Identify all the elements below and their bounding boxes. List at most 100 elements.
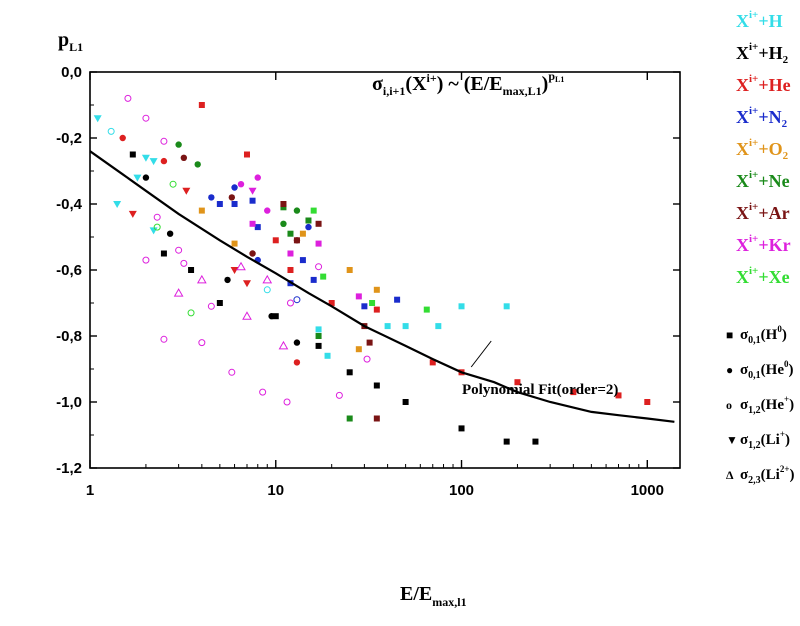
marker-legend-arg: (Li: [760, 467, 780, 483]
data-point: [286, 299, 294, 307]
data-point: [287, 267, 294, 273]
data-point: [503, 438, 510, 445]
data-point: [280, 201, 287, 207]
data-point: [272, 313, 279, 320]
marker-legend-sub: 0,1: [748, 370, 761, 381]
data-point: [198, 339, 206, 347]
data-point: [242, 280, 251, 288]
legend-entry: Xi++Kr: [736, 234, 791, 258]
data-point: [503, 303, 510, 310]
data-point: [107, 127, 115, 135]
data-point: [236, 261, 246, 271]
data-point: [129, 151, 136, 158]
data-point: [93, 115, 102, 123]
data-point: [228, 368, 236, 376]
data-point: [180, 154, 188, 161]
marker-legend-argsup: +: [784, 394, 790, 404]
y-tick-label: -1,2: [56, 460, 82, 477]
marker-symbol-icon: ■: [726, 328, 734, 342]
legend-entry-prefix: X: [736, 267, 749, 287]
formula-label: σi,i+1(Xi+) ~ (E/Emax,L1)pL1: [372, 69, 564, 98]
data-point: [315, 342, 322, 349]
marker-legend-label: σ: [740, 362, 749, 378]
data-point: [373, 415, 380, 422]
data-point: [384, 323, 391, 330]
data-point: [133, 174, 142, 182]
marker-legend-argsup: 0: [777, 324, 782, 334]
y-tick-label: 0,0: [61, 64, 82, 81]
data-point: [287, 250, 294, 257]
marker-legend-label: σ: [740, 327, 749, 343]
legend-entry-plus: +Ar: [758, 203, 790, 223]
data-point: [264, 207, 271, 214]
marker-legend-close: ): [784, 432, 790, 448]
legend-entry-prefix: X: [736, 203, 749, 223]
data-point: [355, 293, 362, 300]
data-point: [458, 425, 465, 432]
data-point: [160, 137, 168, 145]
data-point: [328, 300, 335, 306]
data-point: [249, 250, 256, 257]
legend-entry-plus: +Ne: [758, 171, 790, 191]
data-point: [514, 379, 521, 386]
legend-entry-prefix: X: [736, 43, 749, 63]
y-axis-label: pL1: [58, 29, 83, 54]
data-point: [142, 256, 150, 264]
legend-entry-sup: i+: [749, 105, 759, 117]
data-point: [231, 201, 238, 207]
legend-entry-sup: i+: [749, 73, 759, 85]
data-point: [315, 240, 322, 247]
data-point: [230, 267, 239, 274]
legend-entry-sup: i+: [749, 137, 759, 149]
data-point: [299, 257, 306, 264]
data-point: [373, 306, 380, 313]
data-point: [242, 311, 252, 320]
data-point: [160, 335, 168, 343]
data-point: [142, 114, 150, 122]
data-point: [188, 267, 195, 273]
data-point: [458, 303, 465, 310]
data-point: [402, 399, 409, 405]
legend-entry-prefix: X: [736, 107, 749, 127]
legend-entry-sup: i+: [749, 169, 759, 181]
data-point: [283, 398, 291, 406]
data-point: [355, 346, 362, 353]
data-point: [237, 181, 245, 188]
data-point: [263, 286, 271, 294]
marker-legend-sub: 2,3: [748, 475, 761, 486]
marker-legend-argsup: 2+: [779, 464, 790, 474]
legend-entry-prefix: X: [736, 75, 749, 95]
data-point: [305, 223, 312, 231]
data-point: [153, 213, 161, 221]
data-point: [402, 323, 409, 330]
data-point: [231, 184, 238, 191]
legend-entry-plus: +N: [758, 107, 782, 127]
data-point: [254, 224, 261, 231]
data-point: [305, 217, 312, 224]
data-point: [160, 157, 168, 165]
data-point: [315, 333, 322, 339]
data-point: [293, 296, 301, 304]
data-point: [280, 204, 287, 211]
data-point: [293, 207, 301, 214]
legend-entry-plus: +Kr: [758, 235, 791, 255]
marker-legend-entry: ■ σ0,1(H0): [726, 325, 787, 346]
legend-entry-prefix: X: [736, 235, 749, 255]
data-point: [169, 180, 177, 188]
y-tick-label: -0,2: [56, 130, 82, 147]
data-point: [315, 326, 322, 333]
data-point: [435, 323, 442, 330]
data-point: [207, 302, 215, 310]
legend-entry: Xi++N2: [736, 106, 787, 130]
data-point: [299, 230, 306, 237]
data-point: [141, 154, 150, 162]
data-point: [346, 369, 353, 376]
data-point: [272, 237, 279, 244]
legend-entry-prefix: X: [736, 139, 749, 159]
data-point: [198, 207, 205, 214]
legend-entry-sub: 2: [781, 118, 788, 130]
data-point: [570, 389, 577, 396]
data-point: [149, 158, 158, 166]
x-axis-label: E/Emax,l1: [400, 583, 467, 609]
